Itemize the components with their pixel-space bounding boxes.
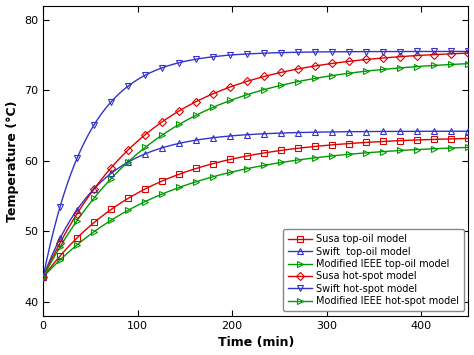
Y-axis label: Temperature (°C): Temperature (°C) xyxy=(6,100,18,222)
Legend: Susa top-oil model, Swift  top-oil model, Modified IEEE top-oil model, Susa hot-: Susa top-oil model, Swift top-oil model,… xyxy=(283,229,464,311)
X-axis label: Time (min): Time (min) xyxy=(218,337,294,349)
